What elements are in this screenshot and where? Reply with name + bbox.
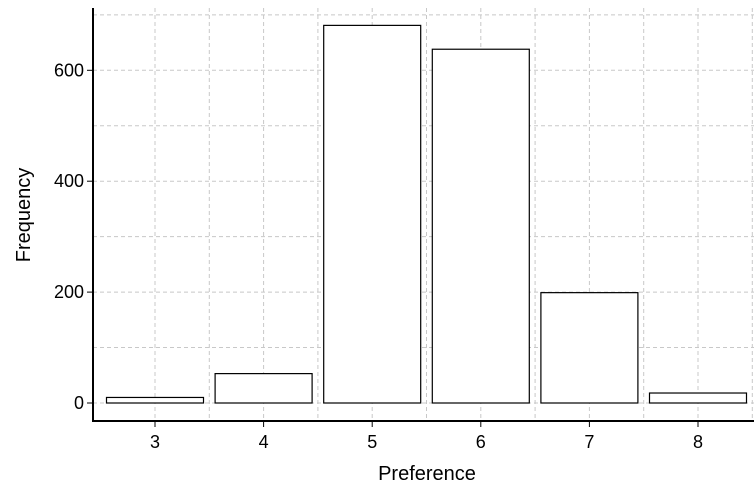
y-axis-title: Frequency <box>13 168 35 263</box>
x-tick-label: 7 <box>584 432 594 452</box>
ticks: 0 200 400 600 3 4 5 6 7 8 <box>54 60 703 452</box>
x-tick-label: 4 <box>259 432 269 452</box>
x-tick-label: 3 <box>150 432 160 452</box>
bar-3 <box>105 396 205 404</box>
bars <box>105 24 748 404</box>
bar-4 <box>214 373 313 404</box>
y-tick-label: 400 <box>54 171 84 191</box>
grid <box>93 8 754 421</box>
bar-7 <box>540 292 639 404</box>
axes <box>92 8 754 422</box>
x-tick-label: 5 <box>367 432 377 452</box>
bar-8 <box>648 392 748 404</box>
y-tick-label: 200 <box>54 282 84 302</box>
x-axis-title: Preference <box>378 463 476 485</box>
x-tick-label: 6 <box>476 432 486 452</box>
bar-6 <box>431 48 530 404</box>
x-tick-label: 8 <box>693 432 703 452</box>
y-tick-label: 600 <box>54 60 84 80</box>
bar-5 <box>323 24 422 404</box>
y-tick-label: 0 <box>74 393 84 413</box>
